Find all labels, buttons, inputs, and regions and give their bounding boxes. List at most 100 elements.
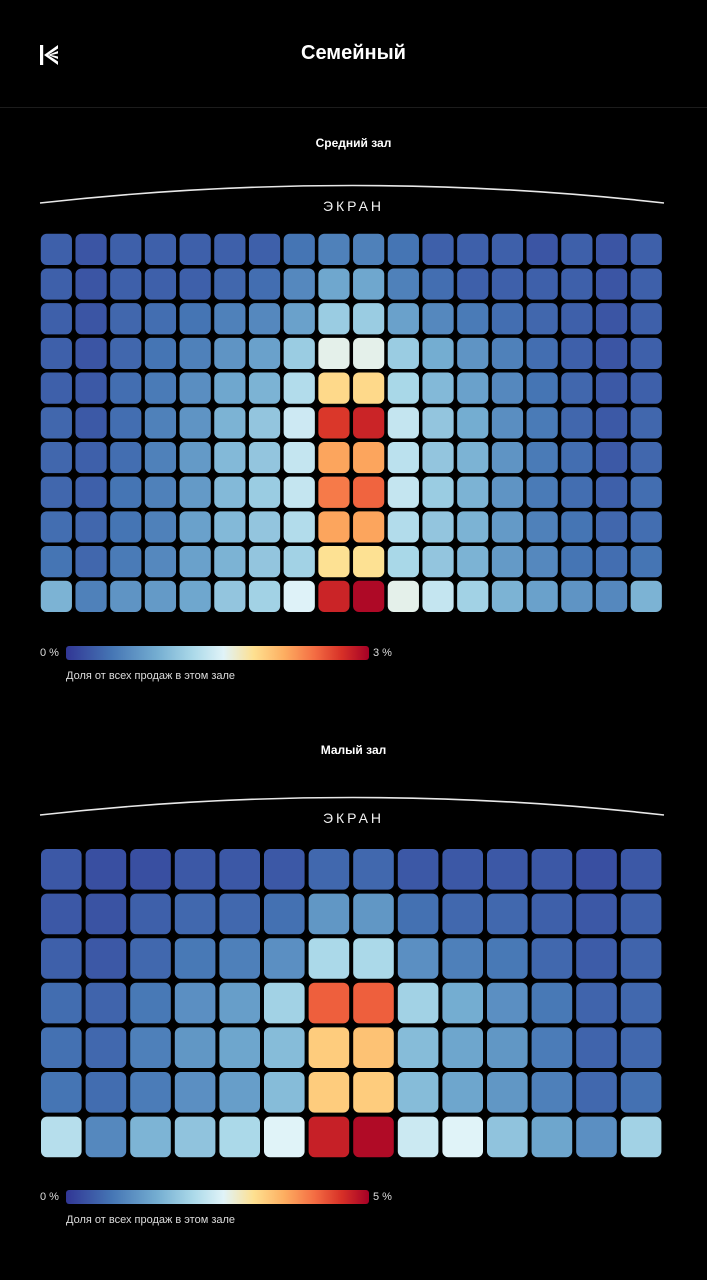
seat-cell-r4-c6 (264, 982, 305, 1024)
seat-cell-r1-c13 (457, 233, 489, 265)
seat-cell-r2-c10 (442, 893, 483, 935)
seat-cell-r5-c2 (85, 1027, 127, 1068)
seat-cell-r7-c2 (75, 441, 107, 474)
seat-cell-r7-c13 (576, 1116, 617, 1158)
seat-cell-r7-c5 (219, 1116, 260, 1158)
seat-cell-r2-c15 (526, 268, 558, 300)
seat-cell-r5-c17 (595, 372, 628, 404)
seat-cell-r6-c7 (248, 407, 281, 439)
seat-cell-r11-c8 (283, 580, 315, 612)
seat-cell-r5-c14 (491, 372, 524, 404)
seat-cell-r4-c8 (353, 982, 394, 1024)
seat-cell-r4-c10 (442, 982, 483, 1024)
seat-cell-r1-c12 (531, 849, 573, 890)
seat-cell-r7-c2 (85, 1116, 127, 1158)
seat-cell-r5-c7 (248, 372, 281, 404)
seat-cell-r2-c6 (214, 268, 246, 300)
seat-cell-r6-c15 (526, 407, 558, 439)
seat-cell-r3-c1 (41, 938, 82, 979)
kinopoisk-logo-icon[interactable] (38, 43, 62, 67)
seat-cell-r4-c11 (387, 337, 419, 370)
seat-cell-r10-c16 (561, 546, 593, 578)
seat-cell-r10-c13 (457, 546, 489, 578)
seat-cell-r4-c16 (561, 337, 593, 370)
seat-cell-r9-c3 (110, 511, 142, 543)
seat-cell-r3-c8 (283, 303, 315, 335)
seat-cell-r2-c10 (353, 268, 385, 300)
seat-cell-r10-c11 (387, 546, 419, 578)
seat-cell-r8-c14 (491, 476, 524, 508)
seat-cell-r7-c12 (422, 441, 454, 474)
seat-cell-r9-c8 (283, 511, 315, 543)
seat-cell-r5-c3 (110, 372, 142, 404)
seat-cell-r4-c14 (620, 982, 662, 1024)
seat-cell-r6-c4 (144, 407, 177, 439)
seat-cell-r4-c1 (41, 982, 82, 1024)
seat-cell-r6-c5 (179, 407, 211, 439)
seat-cell-r5-c6 (264, 1027, 305, 1068)
colorbar-max-small: 5 % (373, 1191, 392, 1203)
seat-cell-r4-c10 (353, 337, 385, 370)
seat-cell-r1-c13 (576, 849, 617, 890)
seat-cell-r6-c14 (491, 407, 524, 439)
seat-cell-r3-c5 (219, 938, 260, 979)
seat-cell-r7-c16 (561, 441, 593, 474)
seat-cell-r3-c13 (576, 938, 617, 979)
seat-cell-r2-c8 (353, 893, 394, 935)
seat-cell-r11-c17 (595, 580, 628, 612)
seat-cell-r7-c14 (491, 441, 524, 474)
seat-cell-r9-c5 (179, 511, 211, 543)
seat-cell-r8-c17 (595, 476, 628, 508)
seat-cell-r4-c11 (487, 982, 528, 1024)
seat-cell-r2-c14 (620, 893, 662, 935)
seat-cell-r11-c7 (248, 580, 281, 612)
seat-cell-r2-c7 (308, 893, 350, 935)
seat-cell-r4-c3 (110, 337, 142, 370)
seat-cell-r9-c9 (318, 511, 350, 543)
seat-cell-r2-c4 (144, 268, 177, 300)
seat-cell-r1-c7 (308, 849, 350, 890)
seat-cell-r7-c18 (630, 441, 662, 474)
seat-cell-r6-c9 (318, 407, 350, 439)
seat-cell-r4-c12 (422, 337, 454, 370)
seat-heatmap-medium (40, 233, 662, 612)
seat-cell-r2-c3 (110, 268, 142, 300)
seat-cell-r8-c8 (283, 476, 315, 508)
seat-cell-r8-c13 (457, 476, 489, 508)
seat-cell-r3-c10 (353, 303, 385, 335)
seat-cell-r6-c11 (387, 407, 419, 439)
seat-cell-r3-c14 (620, 938, 662, 979)
seat-cell-r9-c2 (75, 511, 107, 543)
colorbar-small (66, 1190, 369, 1204)
seat-cell-r10-c1 (40, 546, 72, 578)
seat-cell-r8-c12 (422, 476, 454, 508)
seat-cell-r1-c5 (219, 849, 260, 890)
seat-cell-r7-c9 (318, 441, 350, 474)
seat-cell-r2-c4 (174, 893, 216, 935)
seat-cell-r11-c18 (630, 580, 662, 612)
seat-cell-r10-c10 (353, 546, 385, 578)
seat-cell-r6-c7 (308, 1072, 350, 1113)
seat-cell-r7-c4 (144, 441, 177, 474)
seat-cell-r7-c11 (487, 1116, 528, 1158)
screen-label-small: ЭКРАН (322, 810, 385, 826)
seat-cell-r6-c1 (41, 1072, 82, 1113)
seat-cell-r10-c12 (422, 546, 454, 578)
seat-cell-r8-c18 (630, 476, 662, 508)
colorbar-min-small: 0 % (40, 1191, 59, 1203)
seat-cell-r1-c1 (40, 233, 72, 265)
colorbar-min-medium: 0 % (40, 647, 59, 659)
seat-cell-r10-c3 (110, 546, 142, 578)
seat-cell-r6-c2 (85, 1072, 127, 1113)
seat-cell-r7-c8 (283, 441, 315, 474)
seat-cell-r5-c13 (576, 1027, 617, 1068)
seat-cell-r10-c15 (526, 546, 558, 578)
seat-cell-r3-c9 (397, 938, 439, 979)
seat-cell-r7-c17 (595, 441, 628, 474)
seat-cell-r6-c4 (174, 1072, 216, 1113)
seat-cell-r5-c14 (620, 1027, 662, 1068)
seat-cell-r11-c4 (144, 580, 177, 612)
seat-cell-r6-c3 (110, 407, 142, 439)
seat-cell-r1-c8 (283, 233, 315, 265)
seat-cell-r1-c2 (75, 233, 107, 265)
